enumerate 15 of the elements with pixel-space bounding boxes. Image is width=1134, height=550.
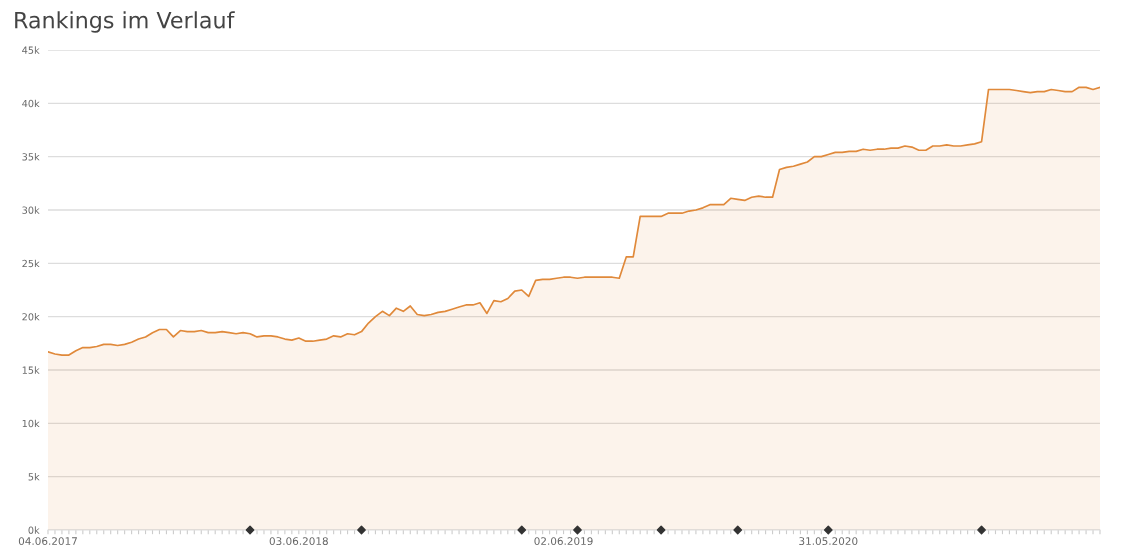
x-tick-label: 03.06.2018 — [269, 537, 328, 546]
y-tick-label: 40k — [22, 99, 40, 108]
y-tick-label: 45k — [22, 46, 40, 54]
x-tick-label: 02.06.2019 — [534, 537, 593, 546]
x-tick-label: 04.06.2017 — [18, 537, 77, 546]
y-tick-label: 5k — [28, 472, 40, 481]
y-tick-label: 10k — [22, 419, 40, 428]
y-tick-label: 30k — [22, 206, 40, 214]
y-tick-label: 0k — [28, 526, 40, 534]
y-tick-label: 35k — [22, 152, 40, 161]
y-tick-label: 15k — [22, 366, 40, 374]
y-tick-label: 20k — [22, 312, 40, 321]
x-tick-label: 31.05.2020 — [799, 537, 858, 546]
y-tick-label: 25k — [22, 259, 40, 268]
chart-title: Rankings im Verlauf — [15, 11, 235, 33]
